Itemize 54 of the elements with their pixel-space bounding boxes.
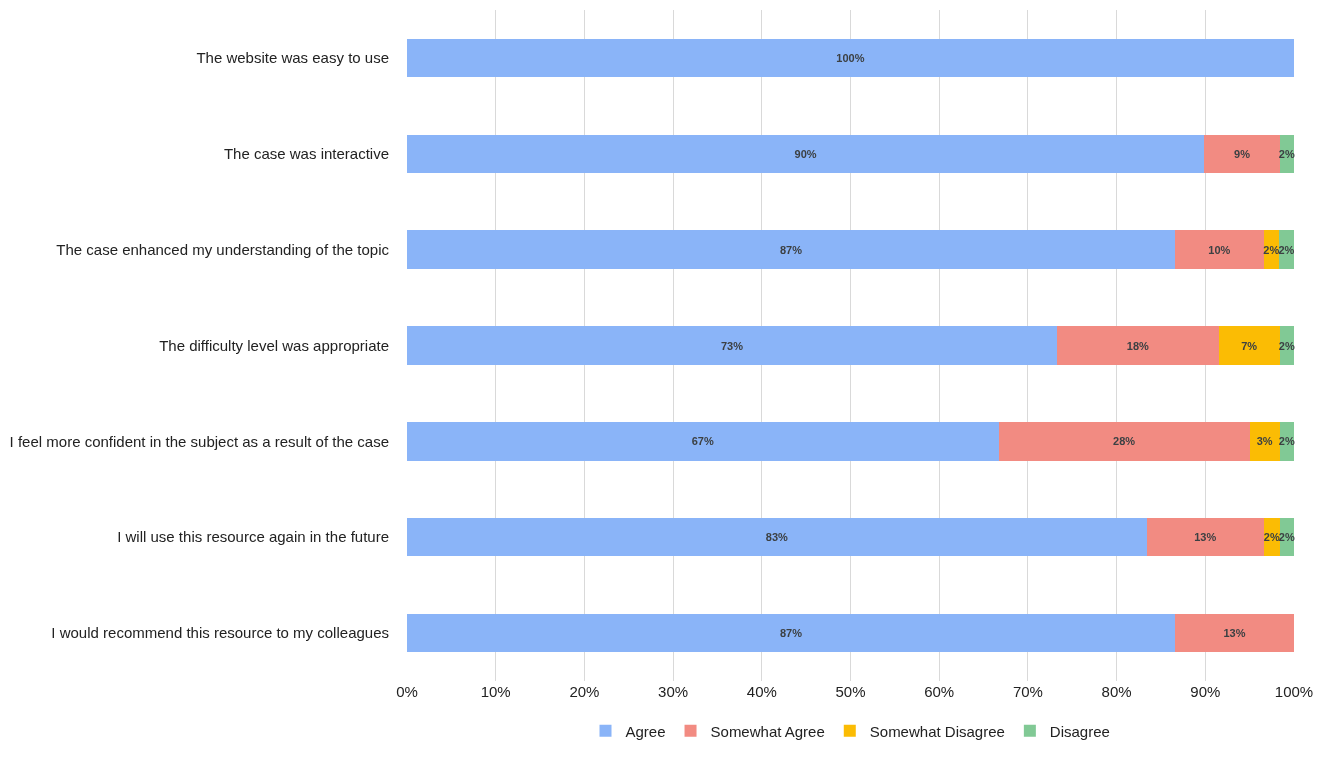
data-label: 7% [1241,339,1258,352]
data-label: 100% [836,51,865,64]
data-label: 13% [1223,627,1246,640]
x-tick-label: 50% [835,683,866,700]
legend-label: Disagree [1049,722,1110,740]
x-tick-label: 10% [480,683,511,700]
y-tick-label: I feel more confident in the subject as a result of the case [9,432,389,450]
bar [407,134,1205,173]
bar [407,230,1176,269]
data-label: 87% [779,243,803,256]
y-tick-label: I will use this resource again in the future [117,528,389,546]
y-tick-label: The case was interactive [223,145,389,163]
x-tick-label: 70% [1012,683,1043,700]
data-label: 2% [1263,531,1280,544]
bar [407,38,1294,78]
data-label: 18% [1126,339,1149,352]
bar [1057,326,1219,365]
data-label: 2% [1278,243,1295,256]
bar [407,422,999,461]
x-tick-label: 60% [924,683,955,700]
x-tick-label: 90% [1190,683,1221,700]
y-tick-label: I would recommend this resource to my colleagues [51,624,389,642]
data-label: 9% [1234,147,1251,160]
data-label: 10% [1208,243,1231,256]
data-label: 87% [779,627,803,640]
y-tick-label: The website was easy to use [196,49,389,67]
bar [1204,134,1280,173]
y-tick-label: The case enhanced my understanding of the topic [56,240,390,258]
x-tick-label: 30% [658,683,689,700]
bar [1175,230,1264,269]
bar [1175,613,1294,653]
x-tick-label: 20% [569,683,600,700]
data-label: 13% [1194,531,1217,544]
legend-label: Somewhat Disagree [869,722,1005,740]
data-label: 67% [691,435,714,448]
legend-label: Agree [625,722,666,740]
bar [998,422,1250,461]
data-label: 28% [1113,435,1136,448]
bar [407,613,1176,653]
x-tick-label: 100% [1274,683,1314,700]
x-tick-label: 40% [746,683,777,700]
bar [407,326,1058,365]
bar [1218,326,1280,365]
x-tick-label: 0% [396,683,418,700]
data-label: 73% [720,339,744,352]
data-label: 83% [765,531,788,544]
bar [407,518,1147,557]
x-tick-label: 80% [1101,683,1132,700]
y-tick-label: The difficulty level was appropriate [159,336,389,354]
legend-label: Somewhat Agree [710,722,825,740]
bar [1146,518,1264,557]
data-label: 3% [1256,435,1273,448]
data-label: 90% [794,147,817,160]
bar [1249,422,1280,461]
